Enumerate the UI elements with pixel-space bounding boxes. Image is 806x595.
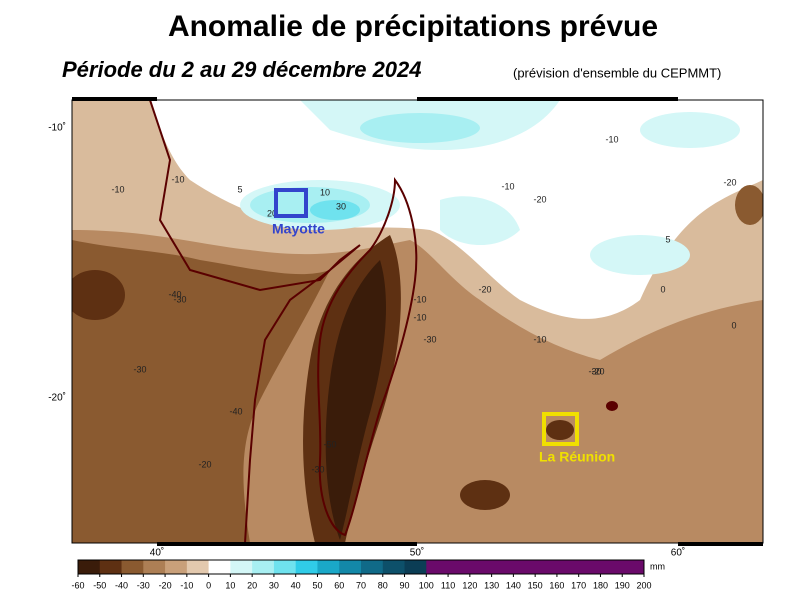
contour-label: -30 [588, 366, 601, 376]
lat-label: -20˚ [48, 392, 66, 404]
colorbar-tick-label: 200 [636, 580, 651, 590]
contour-label: -20 [478, 284, 491, 294]
colorbar-cell [165, 560, 188, 574]
contour-label: -10 [413, 294, 426, 304]
colorbar-tick-label: -10 [180, 580, 193, 590]
colorbar-tick-label: 170 [571, 580, 586, 590]
contour-label: -30 [423, 334, 436, 344]
contour-label: -30 [311, 464, 324, 474]
note: (prévision d'ensemble du CEPMMT) [513, 65, 721, 80]
colorbar-tick-label: 140 [506, 580, 521, 590]
contour-label: -10 [413, 312, 426, 322]
colorbar-cell [513, 560, 536, 574]
colorbar-cell [469, 560, 493, 574]
colorbar-tick-label: 190 [615, 580, 630, 590]
lon-label: 40˚ [150, 547, 164, 559]
colorbar-tick-label: -40 [115, 580, 128, 590]
colorbar-tick-label: -20 [159, 580, 172, 590]
colorbar-cell [491, 560, 514, 574]
colorbar-cell [317, 560, 340, 574]
colorbar: -60 -50 -40 -30 -20 -10 0 10 20 30 40 50 60 70 80 90 100… [71, 559, 652, 590]
colorbar-tick-label: -60 [71, 580, 84, 590]
place-label: Mayotte [272, 221, 325, 237]
colorbar-tick-label: 10 [225, 580, 235, 590]
contour-label: 10 [320, 187, 330, 197]
colorbar-tick-label: -30 [137, 580, 150, 590]
colorbar-tick-label: -50 [93, 580, 106, 590]
colorbar-tick-label: 100 [419, 580, 434, 590]
colorbar-cell [99, 560, 123, 574]
contour-label: 30 [336, 201, 346, 211]
colorbar-tick-label: 50 [312, 580, 322, 590]
contour-label: -10 [111, 184, 124, 194]
colorbar-cell [121, 560, 144, 574]
colorbar-cell [600, 560, 623, 574]
colorbar-cell [186, 560, 210, 574]
colorbar-cell [382, 560, 406, 574]
contour-label: -50 [323, 439, 336, 449]
colorbar-unit: mm [650, 561, 665, 571]
colorbar-cell [295, 560, 318, 574]
colorbar-cell [404, 560, 427, 574]
contour-label: -10 [171, 174, 184, 184]
colorbar-tick-label: 30 [269, 580, 279, 590]
contour-label: -20 [198, 459, 211, 469]
colorbar-tick-label: 150 [528, 580, 543, 590]
contour-label: -40 [229, 406, 242, 416]
colorbar-cell [208, 560, 231, 574]
title: Anomalie de précipitations prévue [168, 10, 658, 43]
contour-label: -30 [173, 294, 186, 304]
colorbar-tick-label: 180 [593, 580, 608, 590]
contour-label: -20 [591, 366, 604, 376]
mayotte-box [274, 188, 308, 218]
contour-label: 0 [731, 320, 736, 330]
colorbar-cell [273, 560, 297, 574]
colorbar-tick-label: 70 [356, 580, 366, 590]
colorbar-tick-label: 40 [291, 580, 301, 590]
contour-label: -10 [533, 334, 546, 344]
colorbar-cell [535, 560, 558, 574]
colorbar-cell [339, 560, 362, 574]
contour-label: -40 [168, 289, 181, 299]
colorbar-cell [78, 560, 101, 574]
colorbar-cell [143, 560, 166, 574]
colorbar-tick-label: 20 [247, 580, 257, 590]
colorbar-tick-label: 160 [549, 580, 564, 590]
place-label: La Réunion [539, 449, 615, 465]
colorbar-tick-label: 80 [378, 580, 388, 590]
contour-label: -10 [605, 134, 618, 144]
colorbar-tick-label: 90 [400, 580, 410, 590]
colorbar-cell [361, 560, 384, 574]
lat-label: -10˚ [48, 122, 66, 134]
colorbar-tick-label: 110 [441, 580, 455, 590]
contour-label: 20 [267, 208, 277, 218]
colorbar-tick-label: 130 [484, 580, 499, 590]
colorbar-tick-label: 120 [462, 580, 477, 590]
colorbar-cell [230, 560, 253, 574]
reunion-box [542, 412, 579, 446]
contour-label: 5 [237, 184, 242, 194]
lon-label: 50˚ [410, 547, 424, 559]
contour-label: -20 [723, 177, 736, 187]
colorbar-cell [622, 560, 645, 574]
contour-label: 5 [665, 234, 670, 244]
colorbar-cell [578, 560, 601, 574]
contour-label: -30 [133, 364, 146, 374]
colorbar-cell [448, 560, 471, 574]
contour-label: -20 [533, 194, 546, 204]
lon-label: 60˚ [671, 547, 685, 559]
contour-label: -10 [501, 181, 514, 191]
colorbar-cell [252, 560, 275, 574]
colorbar-tick-label: 60 [334, 580, 344, 590]
colorbar-cell [426, 560, 449, 574]
colorbar-cell [556, 560, 580, 574]
contour-label: 0 [660, 284, 665, 294]
subtitle: Période du 2 au 29 décembre 2024 [62, 57, 422, 82]
colorbar-tick-label: 0 [206, 580, 211, 590]
